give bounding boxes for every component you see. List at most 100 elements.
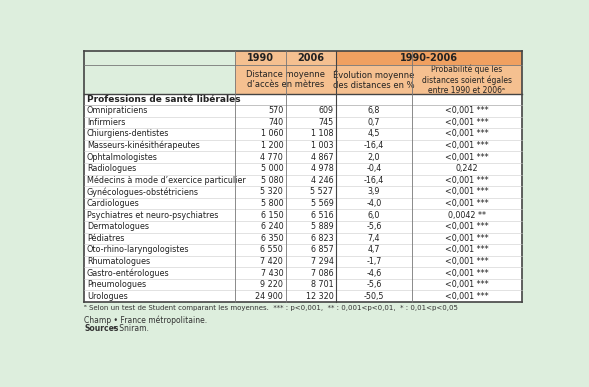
Bar: [84, 198, 522, 209]
Text: <0,001 ***: <0,001 ***: [445, 118, 489, 127]
Text: 1 200: 1 200: [260, 141, 283, 150]
Text: 2006: 2006: [297, 53, 324, 63]
Bar: [84, 291, 522, 302]
Bar: [84, 267, 522, 279]
Text: <0,001 ***: <0,001 ***: [445, 152, 489, 162]
Text: 745: 745: [318, 118, 333, 127]
Text: <0,001 ***: <0,001 ***: [445, 222, 489, 231]
Text: -4,0: -4,0: [366, 199, 382, 208]
Text: <0,001 ***: <0,001 ***: [445, 141, 489, 150]
Bar: [84, 116, 522, 128]
Text: Ophtalmologistes: Ophtalmologistes: [87, 152, 158, 162]
Bar: [84, 65, 235, 94]
Text: Pneumologues: Pneumologues: [87, 280, 146, 289]
Text: Masseurs-kinésithérapeutes: Masseurs-kinésithérapeutes: [87, 141, 200, 150]
Text: 0,0042 **: 0,0042 **: [448, 211, 486, 219]
Text: Distance moyenne
d’accès en mètres: Distance moyenne d’accès en mètres: [246, 70, 325, 89]
Text: 6 150: 6 150: [260, 211, 283, 219]
Bar: [84, 256, 522, 267]
Bar: [336, 51, 522, 65]
Text: Infirmiers: Infirmiers: [87, 118, 125, 127]
Text: 4 770: 4 770: [260, 152, 283, 162]
Text: 4 246: 4 246: [311, 176, 333, 185]
Text: 4 867: 4 867: [311, 152, 333, 162]
Text: 5 889: 5 889: [311, 222, 333, 231]
Text: 7 420: 7 420: [260, 257, 283, 266]
Text: ᵃ Selon un test de Student comparant les moyennes.  *** : p<0,001,  ** : 0,001<p: ᵃ Selon un test de Student comparant les…: [84, 305, 458, 311]
Text: 6,0: 6,0: [368, 211, 380, 219]
Text: 6 857: 6 857: [311, 245, 333, 254]
Text: Professions de santé libérales: Professions de santé libérales: [87, 95, 240, 104]
Text: -16,4: -16,4: [364, 141, 384, 150]
Text: 6 823: 6 823: [311, 234, 333, 243]
Text: 5 569: 5 569: [310, 199, 333, 208]
Text: 740: 740: [268, 118, 283, 127]
Text: <0,001 ***: <0,001 ***: [445, 106, 489, 115]
Text: <0,001 ***: <0,001 ***: [445, 292, 489, 301]
Text: 8 701: 8 701: [311, 280, 333, 289]
Text: 5 000: 5 000: [260, 164, 283, 173]
Text: <0,001 ***: <0,001 ***: [445, 176, 489, 185]
Text: Pédiatres: Pédiatres: [87, 234, 124, 243]
Bar: [235, 51, 336, 65]
Text: Omnipraticiens: Omnipraticiens: [87, 106, 148, 115]
Text: Sources: Sources: [84, 324, 119, 333]
Text: 0,242: 0,242: [456, 164, 478, 173]
Text: 5 800: 5 800: [260, 199, 283, 208]
Text: 7 294: 7 294: [310, 257, 333, 266]
Text: 6,8: 6,8: [368, 106, 380, 115]
Bar: [84, 244, 522, 256]
Text: 5 320: 5 320: [260, 187, 283, 197]
Text: Médecins à mode d’exercice particulier: Médecins à mode d’exercice particulier: [87, 176, 246, 185]
Bar: [84, 209, 522, 221]
Bar: [84, 175, 522, 186]
Text: Oto-rhino-laryngologistes: Oto-rhino-laryngologistes: [87, 245, 189, 254]
Text: 7 086: 7 086: [311, 269, 333, 277]
Text: Cardiologues: Cardiologues: [87, 199, 140, 208]
Text: 0,7: 0,7: [368, 118, 380, 127]
Text: 4 978: 4 978: [311, 164, 333, 173]
Text: -0,4: -0,4: [366, 164, 382, 173]
Text: -50,5: -50,5: [364, 292, 384, 301]
Text: <0,001 ***: <0,001 ***: [445, 199, 489, 208]
Bar: [84, 51, 522, 302]
Bar: [84, 163, 522, 175]
Bar: [84, 233, 522, 244]
Text: Gastro-entérologues: Gastro-entérologues: [87, 268, 170, 278]
Text: Rhumatologues: Rhumatologues: [87, 257, 150, 266]
Text: Psychiatres et neuro-psychiatres: Psychiatres et neuro-psychiatres: [87, 211, 218, 219]
Text: 1 060: 1 060: [261, 129, 283, 139]
Text: 1990: 1990: [247, 53, 274, 63]
Text: 1 108: 1 108: [311, 129, 333, 139]
Bar: [235, 65, 336, 94]
Text: Radiologues: Radiologues: [87, 164, 136, 173]
Bar: [84, 51, 235, 65]
Text: Urologues: Urologues: [87, 292, 128, 301]
Text: 6 240: 6 240: [260, 222, 283, 231]
Bar: [84, 128, 522, 140]
Bar: [84, 140, 522, 151]
Text: Gynécologues-obstétriciens: Gynécologues-obstétriciens: [87, 187, 199, 197]
Text: 5 527: 5 527: [310, 187, 333, 197]
Text: <0,001 ***: <0,001 ***: [445, 129, 489, 139]
Bar: [412, 65, 522, 94]
Text: 4,5: 4,5: [368, 129, 380, 139]
Text: • Sniram.: • Sniram.: [110, 324, 149, 333]
Text: 1990-2006: 1990-2006: [400, 53, 458, 63]
Bar: [84, 186, 522, 198]
Text: 1 003: 1 003: [311, 141, 333, 150]
Text: Dermatologues: Dermatologues: [87, 222, 149, 231]
Bar: [84, 279, 522, 291]
Text: 7,4: 7,4: [368, 234, 380, 243]
Text: Champ • France métropolitaine.: Champ • France métropolitaine.: [84, 315, 207, 325]
Text: 570: 570: [268, 106, 283, 115]
Text: 6 550: 6 550: [260, 245, 283, 254]
Text: Évolution moyenne
des distances en %: Évolution moyenne des distances en %: [333, 69, 415, 90]
Text: 6 516: 6 516: [311, 211, 333, 219]
Text: 3,9: 3,9: [368, 187, 380, 197]
Text: -1,7: -1,7: [366, 257, 382, 266]
Text: <0,001 ***: <0,001 ***: [445, 257, 489, 266]
Text: 609: 609: [319, 106, 333, 115]
Text: <0,001 ***: <0,001 ***: [445, 187, 489, 197]
Text: 7 430: 7 430: [260, 269, 283, 277]
